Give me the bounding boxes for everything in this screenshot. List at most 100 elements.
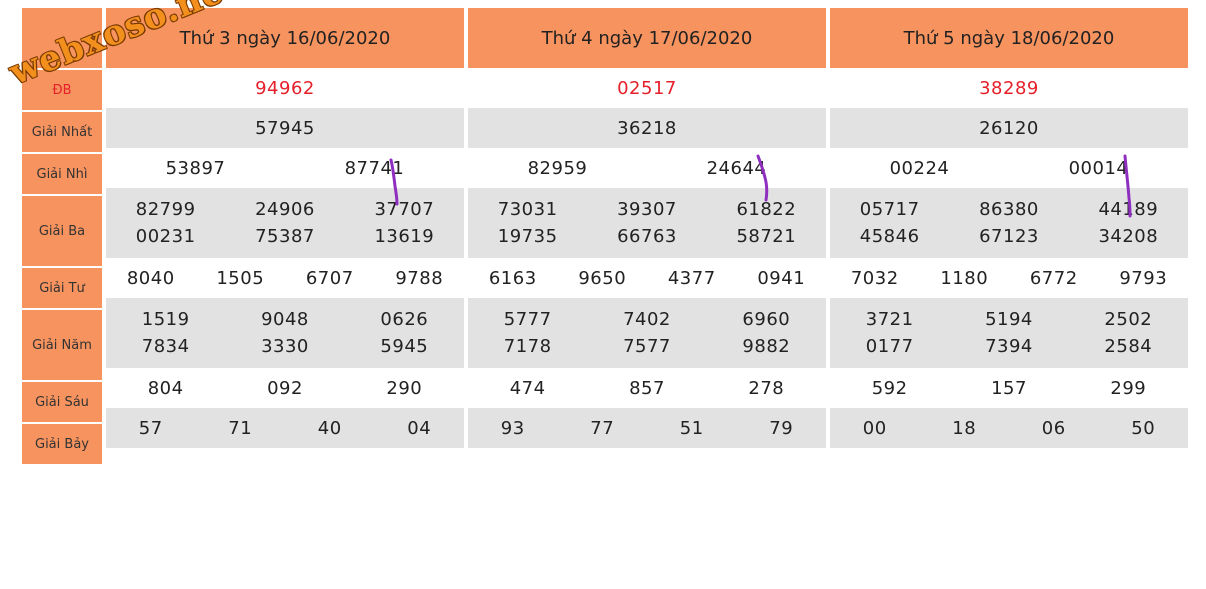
- prize-number: 092: [267, 377, 303, 399]
- prize-nam-row: 1519 9048 0626 7834 3330 5945: [106, 298, 464, 368]
- prize-tu-row: 6163 9650 4377 0941: [468, 258, 826, 298]
- prize-number: 9048: [261, 309, 309, 330]
- prize-number: 4377: [667, 267, 716, 289]
- prize-number: 39307: [617, 199, 677, 220]
- prize-nhat-row: 57945: [106, 108, 464, 148]
- prize-sau-row: 592 157 299: [830, 368, 1188, 408]
- prize-number: 5945: [380, 336, 429, 357]
- prize-number: 82799: [135, 199, 196, 220]
- prize-number: 45846: [859, 226, 920, 247]
- prize-number: 51: [679, 417, 704, 439]
- prize-bay-row: 93 77 51 79: [468, 408, 826, 448]
- prize-number: 3721: [865, 309, 914, 330]
- prize-number: 6772: [1029, 267, 1078, 289]
- prize-nam-row: 5777 7402 6960 7178 7577 9882: [468, 298, 826, 368]
- prize-db-row: 38289: [830, 68, 1188, 108]
- prize-number: 24906: [255, 199, 315, 220]
- prize-ba-row: 82799 24906 37707 00231 75387 13619: [106, 188, 464, 258]
- prize-number: 18: [952, 417, 977, 439]
- prize-nam-row: 3721 5194 2502 0177 7394 2584: [830, 298, 1188, 368]
- prize-number: 6163: [488, 267, 537, 289]
- day-title: Thứ 5 ngày 18/06/2020: [830, 8, 1188, 68]
- prize-number: 7032: [850, 267, 899, 289]
- prize-number: 857: [629, 377, 665, 399]
- prize-number: 00: [862, 417, 887, 439]
- prize-number: 77: [590, 417, 615, 439]
- label-tu: Giải Tư: [22, 266, 102, 308]
- prize-number: 19735: [497, 226, 558, 247]
- prize-tu-row: 8040 1505 6707 9788: [106, 258, 464, 298]
- prize-number: 00224: [889, 157, 950, 179]
- prize-number: 9650: [578, 267, 627, 289]
- prize-nhat-row: 36218: [468, 108, 826, 148]
- prize-nhi-row: 53897 87741: [106, 148, 464, 188]
- prize-number: 3330: [261, 336, 309, 357]
- prize-number: 58721: [736, 226, 797, 247]
- label-nam: Giải Năm: [22, 308, 102, 380]
- prize-number: 6960: [742, 309, 791, 330]
- prize-number: 57: [138, 417, 163, 439]
- prize-number: 67123: [979, 226, 1039, 247]
- prize-tu-row: 7032 1180 6772 9793: [830, 258, 1188, 298]
- special-prize-number: 38289: [979, 77, 1039, 99]
- prize-number: 9788: [395, 267, 444, 289]
- prize-number: 40: [317, 417, 342, 439]
- label-header-cell: [22, 8, 102, 68]
- prize-number: 05717: [859, 199, 920, 220]
- prize-label-column: ĐB Giải Nhất Giải Nhì Giải Ba Giải Tư Gi…: [22, 8, 102, 464]
- special-prize-number: 02517: [617, 77, 677, 99]
- prize-sau-row: 804 092 290: [106, 368, 464, 408]
- prize-number: 9793: [1119, 267, 1168, 289]
- prize-number: 1180: [940, 267, 989, 289]
- prize-ba-row: 05717 86380 44189 45846 67123 34208: [830, 188, 1188, 258]
- prize-number: 804: [147, 377, 184, 399]
- prize-number: 0626: [380, 309, 429, 330]
- label-nhat: Giải Nhất: [22, 110, 102, 152]
- prize-number: 0941: [757, 267, 806, 289]
- prize-number: 1519: [141, 309, 190, 330]
- prize-number: 82959: [527, 157, 588, 179]
- prize-number: 474: [509, 377, 546, 399]
- pen-mark: [389, 158, 399, 206]
- prize-number: 00014: [1068, 157, 1129, 179]
- prize-number: 73031: [497, 199, 558, 220]
- prize-number: 06: [1041, 417, 1066, 439]
- prize-number: 71: [228, 417, 253, 439]
- prize-number: 75387: [255, 226, 315, 247]
- prize-number: 299: [1110, 377, 1147, 399]
- prize-number: 7178: [503, 336, 552, 357]
- prize-number: 66763: [617, 226, 677, 247]
- prize-number: 79: [769, 417, 794, 439]
- prize-number: 7834: [141, 336, 190, 357]
- prize-db-row: 94962: [106, 68, 464, 108]
- prize-number: 592: [871, 377, 908, 399]
- results-table: ĐB Giải Nhất Giải Nhì Giải Ba Giải Tư Gi…: [22, 8, 1188, 464]
- prize-number: 61822: [736, 199, 797, 220]
- prize-bay-row: 57 71 40 04: [106, 408, 464, 448]
- prize-db-row: 02517: [468, 68, 826, 108]
- prize-number: 00231: [135, 226, 196, 247]
- prize-number: 36218: [617, 117, 677, 139]
- day-title: Thứ 3 ngày 16/06/2020: [106, 8, 464, 68]
- special-prize-number: 94962: [255, 77, 315, 99]
- prize-number: 157: [991, 377, 1027, 399]
- prize-number: 37707: [374, 199, 435, 220]
- prize-number: 8040: [126, 267, 175, 289]
- prize-number: 26120: [979, 117, 1039, 139]
- label-nhi: Giải Nhì: [22, 152, 102, 194]
- prize-number: 7402: [623, 309, 671, 330]
- label-bay: Giải Bảy: [22, 422, 102, 464]
- label-db: ĐB: [22, 68, 102, 110]
- prize-number: 9882: [742, 336, 791, 357]
- day-column: Thứ 5 ngày 18/06/2020 38289 26120 00224 …: [830, 8, 1188, 464]
- prize-sau-row: 474 857 278: [468, 368, 826, 408]
- prize-number: 6707: [305, 267, 354, 289]
- label-sau: Giải Sáu: [22, 380, 102, 422]
- prize-number: 04: [407, 417, 432, 439]
- day-title: Thứ 4 ngày 17/06/2020: [468, 8, 826, 68]
- prize-number: 7577: [623, 336, 671, 357]
- prize-number: 0177: [865, 336, 914, 357]
- prize-number: 13619: [374, 226, 435, 247]
- prize-bay-row: 00 18 06 50: [830, 408, 1188, 448]
- prize-number: 50: [1131, 417, 1156, 439]
